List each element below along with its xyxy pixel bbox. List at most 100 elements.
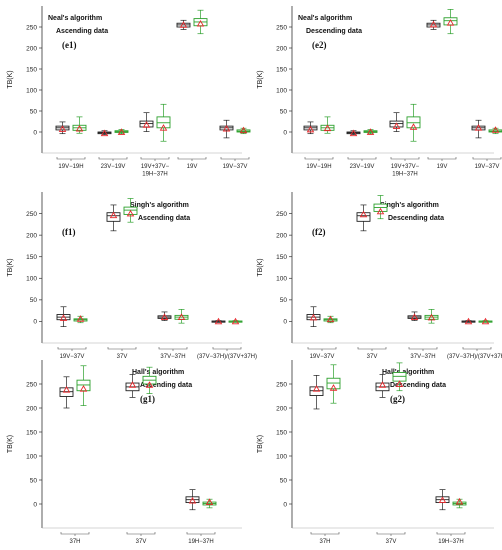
category-label-line: 19V (187, 164, 198, 170)
category-label-line: 19V−37V (60, 354, 85, 360)
category-bracket (427, 157, 457, 160)
panel-e1: 0 50 100 150 200 250 TB(K) Neal's algorithm Asce… (7, 6, 251, 178)
box-measured (185, 489, 200, 511)
box-modeled (174, 308, 189, 324)
box-modeled (156, 103, 171, 142)
mean-marker (323, 124, 332, 132)
box-measured (306, 306, 321, 327)
y-tick-label: 100 (26, 87, 37, 94)
category-bracket (347, 157, 377, 160)
category-bracket (57, 347, 87, 350)
category-label: 37V−37H (160, 354, 185, 360)
y-tick-label: 0 (283, 501, 287, 508)
category-label-line: (37V−37H)/(37V+37H) (197, 354, 257, 360)
box-modeled (373, 195, 388, 220)
box-measured (56, 306, 71, 327)
panel-tag: (g2) (390, 394, 405, 404)
mean-marker (100, 129, 109, 137)
chart-subtitle: Ascending data (56, 28, 108, 35)
category-label: 19V (187, 164, 198, 170)
mean-marker (117, 128, 126, 135)
mean-marker (188, 496, 197, 504)
category-label-line: 19V−37V (475, 164, 500, 170)
category-bracket (177, 157, 207, 160)
mean-marker (205, 498, 214, 505)
category-bracket (462, 347, 492, 350)
y-tick-label: 250 (276, 24, 287, 31)
box-measured (426, 19, 441, 30)
category-label-line: 37H (69, 539, 80, 545)
mean-marker (429, 20, 438, 28)
category-label: 19V−37V (310, 354, 335, 360)
mean-marker (392, 122, 401, 129)
box-measured (59, 376, 74, 409)
y-tick-label: 150 (26, 429, 37, 436)
mean-marker (62, 386, 71, 393)
category-label: 19V+37V− 19H−37H (391, 164, 420, 178)
mean-marker (239, 126, 248, 134)
category-label-line: 19V+37V− (141, 164, 170, 170)
category-label: 23V−19V (101, 164, 126, 170)
category-label: 19V+37V− 19H−37H (141, 164, 170, 178)
box-modeled (452, 497, 467, 509)
y-tick-label: 150 (276, 429, 287, 436)
category-label-line: 37V−37H (410, 354, 435, 360)
category-bracket (186, 532, 216, 535)
y-tick-label: 200 (26, 45, 37, 52)
box-modeled (142, 366, 157, 394)
category-label-line: 37V−37H (160, 354, 185, 360)
category-label-line: 19H−37H (142, 172, 168, 178)
mean-marker (142, 121, 151, 128)
box-measured (125, 374, 140, 398)
box-measured (55, 121, 70, 135)
mean-marker (376, 207, 385, 215)
category-bracket (408, 347, 438, 350)
y-tick-label: 50 (280, 477, 288, 484)
category-label-line: 37V (386, 539, 397, 545)
box-modeled (406, 103, 421, 142)
box-iqr (106, 212, 121, 222)
chart-subtitle: Ascending data (140, 382, 192, 389)
box-modeled (76, 365, 91, 406)
category-bracket (126, 532, 156, 535)
mean-marker (438, 496, 447, 504)
box-measured (303, 121, 318, 135)
y-tick-label: 200 (276, 405, 287, 412)
category-label: 37V (136, 539, 147, 545)
y-tick-label: 200 (26, 405, 37, 412)
chart-subtitle: Descending data (390, 382, 446, 389)
category-bracket (472, 157, 502, 160)
mean-marker (455, 497, 464, 505)
category-label-line: 19V+37V− (391, 164, 420, 170)
mean-marker (427, 313, 436, 321)
box-modeled (488, 126, 502, 135)
mean-marker (326, 315, 335, 323)
box-modeled (123, 198, 138, 223)
y-tick-label: 50 (30, 108, 38, 115)
panel-tag: (f1) (62, 227, 76, 237)
category-bracket (98, 157, 128, 160)
y-tick-label: 50 (30, 297, 38, 304)
chart-title: Neal's algorithm (48, 15, 102, 22)
box-modeled (326, 364, 341, 404)
category-label-line: 19V−37V (223, 164, 248, 170)
y-axis-label: TB(K) (257, 70, 264, 88)
mean-marker (79, 385, 88, 392)
y-tick-label: 150 (26, 66, 37, 73)
category-label: 19V−37V (475, 164, 500, 170)
mean-marker (306, 125, 315, 133)
mean-marker (464, 317, 473, 325)
panel-f2: 0 50 100 150 200 250 TB(K) Singh's algorithm Des… (257, 192, 502, 360)
category-label-line: (37V−37H)/(37V+37H) (447, 354, 502, 360)
category-label-line: 19H−37H (392, 172, 418, 178)
category-label: 19V−37V (223, 164, 248, 170)
chart-title: Hall's algorithm (132, 369, 184, 376)
box-modeled (320, 116, 335, 134)
panel-g1: 0 50 100 150 200 250 TB(K) Hall's algorithm Asce… (7, 360, 242, 545)
y-tick-label: 150 (26, 254, 37, 261)
box-modeled (202, 498, 217, 509)
y-tick-label: 250 (276, 211, 287, 218)
y-axis-label: TB(K) (257, 435, 264, 453)
mean-marker (349, 129, 358, 137)
mean-marker (474, 124, 483, 131)
